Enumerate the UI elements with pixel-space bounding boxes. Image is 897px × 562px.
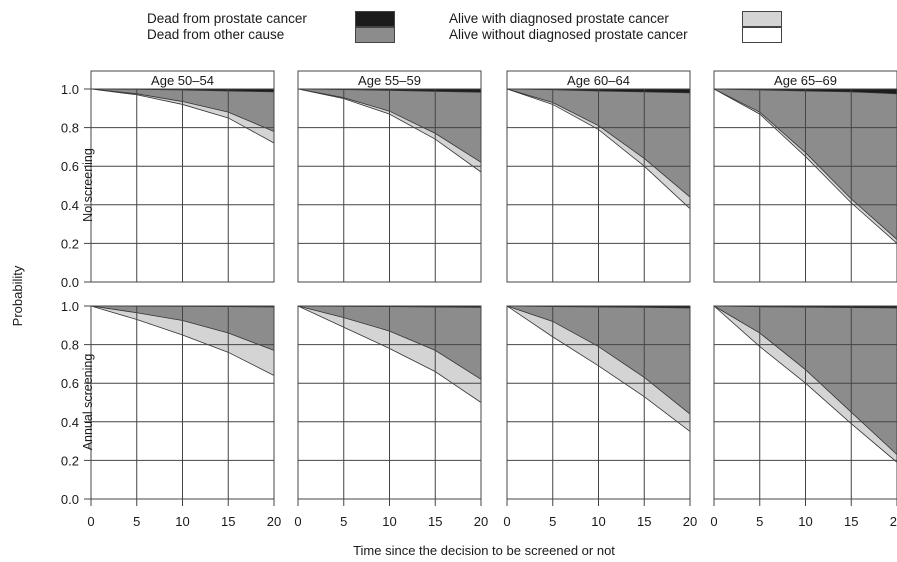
y-tick-label-no-screening-0.8: 0.8 — [61, 121, 79, 136]
row-label-no-screening: No screening — [81, 148, 95, 222]
y-tick-label-no-screening-0.0: 0.0 — [61, 275, 79, 290]
panel-frame-no-screening-50-54 — [90, 88, 275, 283]
y-tick-label-annual-screening-0.8: 0.8 — [61, 338, 79, 353]
legend-right: Alive with diagnosed prostate cancer Ali… — [449, 10, 688, 42]
legend-swatch-dead-prostate — [355, 11, 395, 27]
y-tick-label-no-screening-0.6: 0.6 — [61, 159, 79, 174]
x-tick-label-55-59-0: 0 — [294, 514, 301, 529]
x-tick-label-50-54-20: 20 — [267, 514, 281, 529]
x-tick-label-65-69-15: 15 — [844, 514, 858, 529]
x-tick-label-60-64-0: 0 — [503, 514, 510, 529]
y-tick-label-annual-screening-0.4: 0.4 — [61, 415, 79, 430]
x-tick-label-50-54-0: 0 — [87, 514, 94, 529]
x-tick-label-65-69-10: 10 — [798, 514, 812, 529]
y-tick-label-annual-screening-0.6: 0.6 — [61, 376, 79, 391]
x-tick-label-60-64-5: 5 — [549, 514, 556, 529]
x-tick-label-50-54-5: 5 — [133, 514, 140, 529]
x-tick-label-50-54-15: 15 — [221, 514, 235, 529]
y-tick-label-annual-screening-0.2: 0.2 — [61, 453, 79, 468]
legend-left: Dead from prostate cancer Dead from othe… — [147, 10, 307, 42]
x-tick-label-65-69-20: 20 — [890, 514, 897, 529]
y-tick-label-no-screening-0.2: 0.2 — [61, 236, 79, 251]
y-tick-label-annual-screening-0.0: 0.0 — [61, 492, 79, 507]
panel-header-label-60-64: Age 60–64 — [567, 73, 630, 88]
y-axis-title: Probability — [10, 265, 25, 326]
legend-label-dead-other: Dead from other cause — [147, 26, 285, 42]
panel-header-label-50-54: Age 50–54 — [151, 73, 214, 88]
x-tick-label-60-64-10: 10 — [591, 514, 605, 529]
legend-label-alive-undiagnosed: Alive without diagnosed prostate cancer — [449, 26, 688, 42]
legend-swatch-alive-undiagnosed — [742, 27, 782, 43]
panel-frame-no-screening-60-64 — [506, 88, 691, 283]
y-tick-label-no-screening-1.0: 1.0 — [61, 82, 79, 97]
x-tick-label-60-64-20: 20 — [683, 514, 697, 529]
panel-frame-no-screening-55-59 — [297, 88, 482, 283]
panel-frame-no-screening-65-69 — [713, 88, 897, 283]
x-tick-label-55-59-20: 20 — [474, 514, 488, 529]
x-tick-label-65-69-5: 5 — [756, 514, 763, 529]
x-axis-title: Time since the decision to be screened o… — [353, 543, 615, 558]
x-tick-label-55-59-15: 15 — [428, 514, 442, 529]
legend-label-dead-prostate: Dead from prostate cancer — [147, 10, 307, 26]
y-tick-label-annual-screening-1.0: 1.0 — [61, 299, 79, 314]
x-tick-label-55-59-5: 5 — [340, 514, 347, 529]
row-label-annual-screening: Annual screening — [81, 354, 95, 451]
panel-header-label-65-69: Age 65–69 — [774, 73, 837, 88]
x-tick-label-50-54-10: 10 — [175, 514, 189, 529]
y-tick-label-no-screening-0.4: 0.4 — [61, 198, 79, 213]
panel-header-label-55-59: Age 55–59 — [358, 73, 421, 88]
x-tick-label-55-59-10: 10 — [382, 514, 396, 529]
x-tick-label-65-69-0: 0 — [710, 514, 717, 529]
legend-label-alive-diagnosed: Alive with diagnosed prostate cancer — [449, 10, 669, 26]
legend-swatch-alive-diagnosed — [742, 11, 782, 27]
legend-swatch-dead-other — [355, 27, 395, 43]
x-tick-label-60-64-15: 15 — [637, 514, 651, 529]
